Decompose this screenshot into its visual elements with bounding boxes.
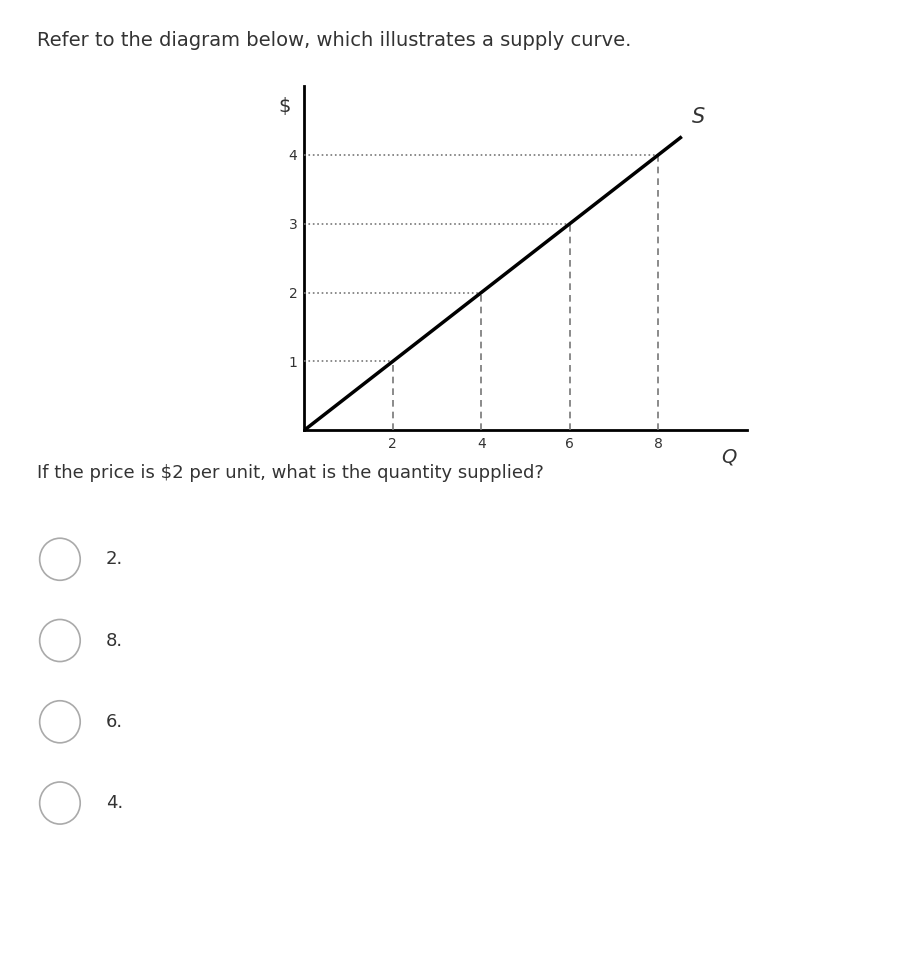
Text: $: $: [278, 98, 291, 117]
Text: 2.: 2.: [106, 551, 124, 568]
Text: 6.: 6.: [106, 713, 124, 730]
Text: Refer to the diagram below, which illustrates a supply curve.: Refer to the diagram below, which illust…: [37, 31, 632, 50]
Text: If the price is $2 per unit, what is the quantity supplied?: If the price is $2 per unit, what is the…: [37, 464, 544, 482]
Text: 4.: 4.: [106, 794, 124, 812]
Text: S: S: [692, 107, 704, 127]
Text: 8.: 8.: [106, 632, 124, 649]
Text: Q: Q: [721, 447, 737, 467]
